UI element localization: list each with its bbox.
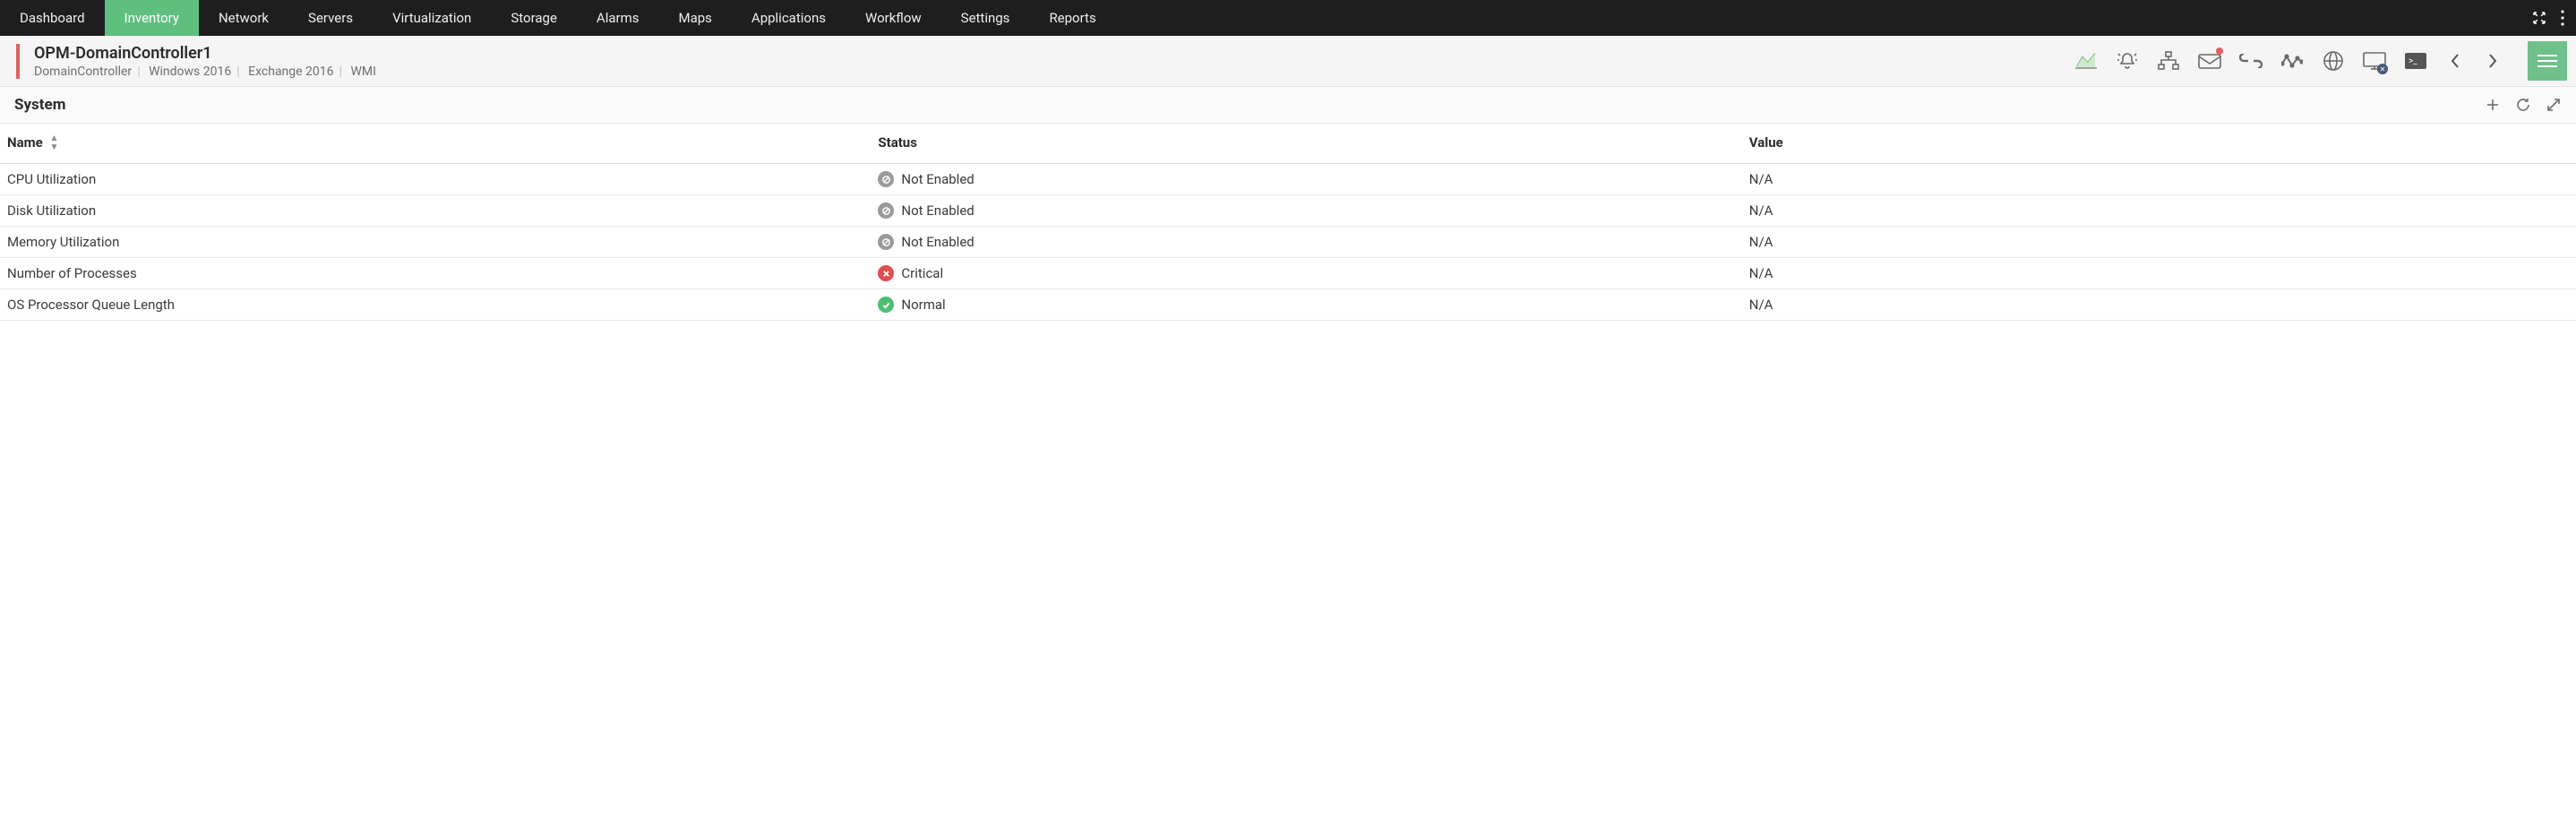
status-label: Not Enabled	[901, 234, 974, 250]
collapse-icon[interactable]	[2531, 10, 2547, 26]
prev-button[interactable]	[2445, 51, 2465, 71]
column-value-label: Value	[1749, 134, 1783, 151]
device-subtitle: DomainController| Windows 2016| Exchange…	[34, 65, 376, 79]
cell-name: Disk Utilization	[7, 202, 878, 219]
cell-value: N/A	[1749, 171, 2569, 187]
table-row[interactable]: CPU Utilization Not Enabled N/A	[0, 164, 2576, 195]
panel-title: System	[14, 96, 65, 114]
nav-right-icons	[2531, 0, 2576, 36]
cell-name: OS Processor Queue Length	[7, 297, 878, 313]
table-row[interactable]: Memory Utilization Not Enabled N/A	[0, 227, 2576, 258]
nav-item-applications[interactable]: Applications	[732, 0, 846, 36]
column-value[interactable]: Value	[1749, 134, 2569, 152]
cell-status: Not Enabled	[878, 202, 1748, 219]
terminal-icon[interactable]: >_	[2404, 49, 2427, 73]
top-nav: DashboardInventoryNetworkServersVirtuali…	[0, 0, 2576, 36]
header-toolbar: ✕ >_	[2074, 41, 2567, 81]
globe-icon[interactable]	[2322, 49, 2345, 73]
cell-status: Not Enabled	[878, 171, 1748, 187]
activity-icon[interactable]	[2280, 49, 2304, 73]
nav-item-storage[interactable]: Storage	[491, 0, 577, 36]
system-panel-header: System	[0, 87, 2576, 124]
device-header: OPM-DomainController1 DomainController| …	[0, 36, 2576, 87]
nav-item-settings[interactable]: Settings	[941, 0, 1030, 36]
cell-status: Not Enabled	[878, 234, 1748, 250]
chart-icon[interactable]	[2074, 49, 2098, 73]
status-label: Not Enabled	[901, 202, 974, 219]
status-label: Not Enabled	[901, 171, 974, 187]
sort-icon: ▲▼	[49, 134, 58, 152]
nav-item-inventory[interactable]: Inventory	[105, 0, 199, 36]
normal-status-icon	[878, 297, 894, 313]
svg-text:>_: >_	[2409, 56, 2417, 66]
link-icon[interactable]	[2239, 49, 2263, 73]
table-header: Name ▲▼ Status Value	[0, 124, 2576, 164]
device-sub-0: DomainController	[34, 65, 132, 79]
table-row[interactable]: Number of Processes Critical N/A	[0, 258, 2576, 289]
cell-name: CPU Utilization	[7, 171, 878, 187]
mail-badge-dot	[2216, 47, 2223, 55]
nav-item-virtualization[interactable]: Virtualization	[373, 0, 491, 36]
cell-name: Memory Utilization	[7, 234, 878, 250]
mail-icon[interactable]	[2198, 49, 2221, 73]
device-title-group: OPM-DomainController1 DomainController| …	[16, 44, 376, 79]
svg-text:✕: ✕	[2380, 65, 2386, 73]
nav-item-servers[interactable]: Servers	[288, 0, 373, 36]
disabled-status-icon	[878, 234, 894, 250]
system-table: Name ▲▼ Status Value CPU Utilization Not …	[0, 124, 2576, 321]
refresh-icon[interactable]	[2515, 97, 2531, 113]
status-label: Critical	[901, 265, 943, 281]
device-sub-2: Exchange 2016	[248, 65, 333, 79]
cell-value: N/A	[1749, 202, 2569, 219]
add-icon[interactable]	[2485, 97, 2501, 113]
menu-button[interactable]	[2528, 41, 2567, 81]
topology-icon[interactable]	[2157, 49, 2180, 73]
column-status-label: Status	[878, 134, 917, 151]
nav-item-alarms[interactable]: Alarms	[577, 0, 659, 36]
nav-item-workflow[interactable]: Workflow	[846, 0, 941, 36]
alert-icon[interactable]	[2116, 49, 2139, 73]
next-button[interactable]	[2483, 51, 2503, 71]
cell-value: N/A	[1749, 234, 2569, 250]
device-sub-1: Windows 2016	[149, 65, 231, 79]
device-title: OPM-DomainController1	[34, 44, 376, 63]
column-name[interactable]: Name ▲▼	[7, 134, 878, 152]
expand-icon[interactable]	[2546, 97, 2562, 113]
desktop-icon[interactable]: ✕	[2363, 49, 2386, 73]
status-label: Normal	[901, 297, 945, 313]
cell-name: Number of Processes	[7, 265, 878, 281]
disabled-status-icon	[878, 202, 894, 219]
cell-status: Normal	[878, 297, 1748, 313]
nav-item-maps[interactable]: Maps	[658, 0, 731, 36]
table-row[interactable]: OS Processor Queue Length Normal N/A	[0, 289, 2576, 321]
column-status[interactable]: Status	[878, 134, 1748, 152]
more-icon[interactable]	[2560, 10, 2565, 26]
cell-value: N/A	[1749, 265, 2569, 281]
nav-item-reports[interactable]: Reports	[1029, 0, 1115, 36]
cell-value: N/A	[1749, 297, 2569, 313]
disabled-status-icon	[878, 171, 894, 187]
column-name-label: Name	[7, 134, 43, 151]
panel-actions	[2485, 97, 2562, 113]
nav-item-dashboard[interactable]: Dashboard	[0, 0, 105, 36]
nav-spacer	[1116, 0, 2531, 36]
cell-status: Critical	[878, 265, 1748, 281]
critical-status-icon	[878, 265, 894, 281]
device-sub-3: WMI	[350, 65, 375, 79]
nav-item-network[interactable]: Network	[199, 0, 288, 36]
table-row[interactable]: Disk Utilization Not Enabled N/A	[0, 195, 2576, 227]
